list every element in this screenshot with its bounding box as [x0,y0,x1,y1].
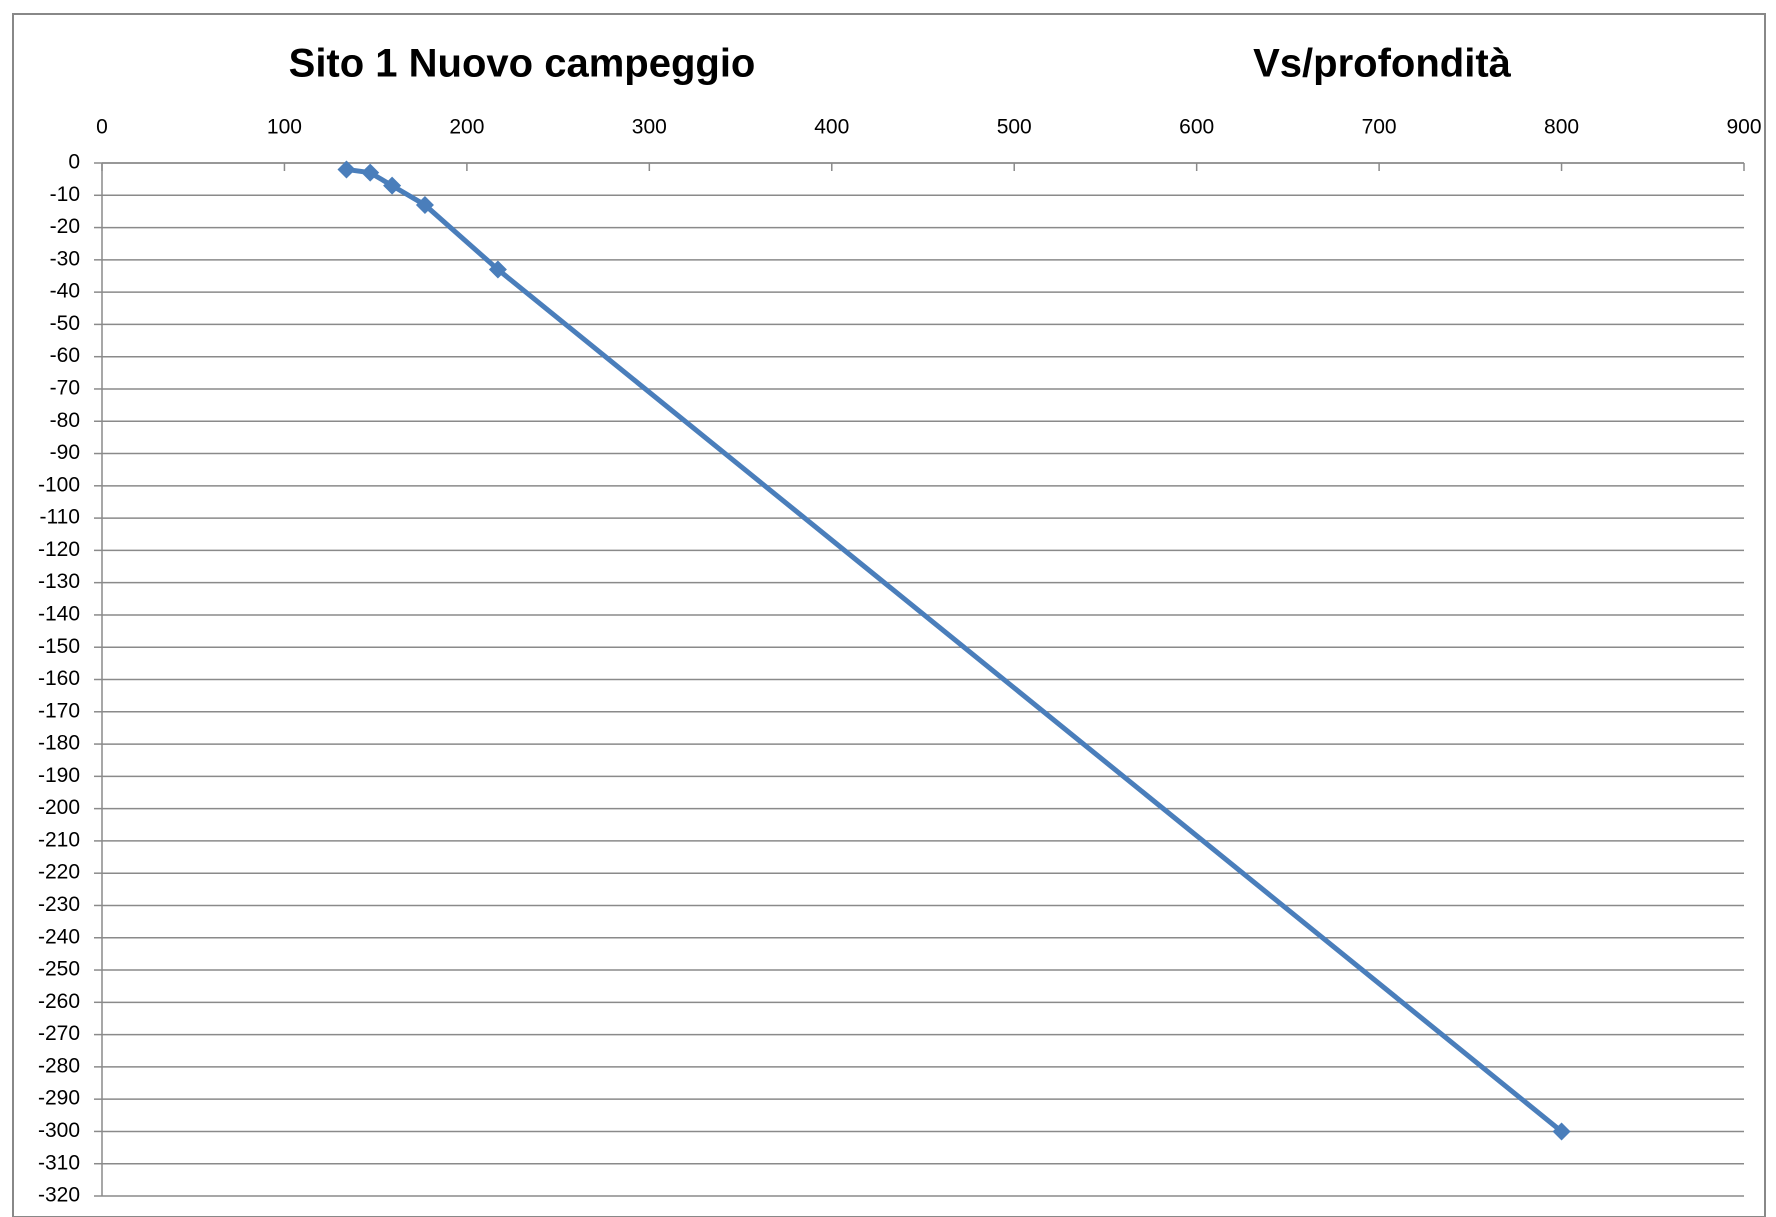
y-tick-label: -210 [38,828,80,851]
y-tick-label: -280 [38,1054,80,1077]
y-tick-label: 0 [68,151,80,174]
x-tick-label: 900 [1726,116,1761,139]
y-tick-label: -130 [38,570,80,593]
y-tick-label: -50 [50,312,80,335]
x-tick-label: 700 [1362,116,1397,139]
y-tick-label: -180 [38,732,80,755]
y-tick-label: -140 [38,602,80,625]
y-tick-label: -110 [40,506,80,529]
y-tick-label: -290 [38,1087,80,1110]
data-marker [337,160,356,179]
y-tick-label: -70 [50,377,80,400]
y-tick-label: -320 [38,1184,80,1207]
x-tick-label: 200 [449,116,484,139]
chart-subtitle: Vs/profondità [1253,42,1512,86]
y-tick-label: -170 [38,699,80,722]
data-marker [415,195,434,214]
y-tick-label: -270 [38,1022,80,1045]
y-tick-label: -310 [38,1151,80,1174]
y-tick-label: -120 [38,538,80,561]
y-tick-label: -190 [38,764,80,787]
chart-title: Sito 1 Nuovo campeggio [289,42,756,86]
y-tick-label: -40 [50,280,80,303]
y-tick-label: -250 [38,958,80,981]
data-marker [488,260,507,279]
y-tick-label: -260 [38,990,80,1013]
y-tick-label: -230 [38,893,80,916]
x-tick-label: 600 [1179,116,1214,139]
x-tick-label: 500 [997,116,1032,139]
data-marker [383,176,402,195]
x-tick-label: 0 [96,116,108,139]
x-tick-label: 800 [1544,116,1579,139]
y-tick-label: -300 [38,1119,80,1142]
y-tick-label: -90 [50,441,80,464]
y-tick-label: -220 [38,861,80,884]
y-tick-label: -160 [38,667,80,690]
y-tick-label: -80 [50,409,80,432]
y-tick-label: -200 [38,796,80,819]
x-tick-label: 400 [814,116,849,139]
x-tick-label: 100 [267,116,302,139]
y-tick-label: -60 [50,344,80,367]
data-marker [1552,1122,1571,1141]
y-tick-label: -20 [50,215,80,238]
y-tick-label: -10 [50,183,80,206]
y-tick-label: -240 [38,925,80,948]
y-tick-label: -100 [38,473,80,496]
y-tick-label: -30 [50,247,80,270]
y-tick-label: -150 [38,635,80,658]
x-tick-label: 300 [632,116,667,139]
data-marker [361,163,380,182]
